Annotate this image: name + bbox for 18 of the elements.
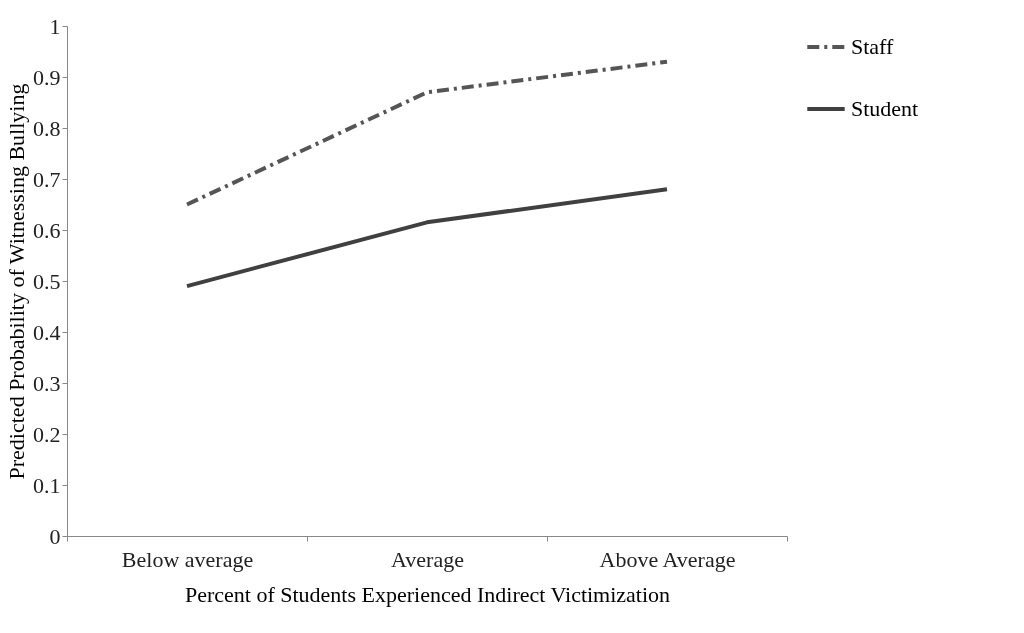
y-tick-label: 0.6 (33, 217, 61, 243)
x-tick-label: Above Average (599, 546, 736, 572)
y-tick-label: 0.2 (33, 421, 61, 447)
y-tick-label: 0.4 (33, 319, 61, 345)
y-tick-label: 1 (49, 13, 61, 39)
x-axis-title: Percent of Students Experienced Indirect Victimization (184, 581, 671, 607)
legend-label: Student (851, 96, 919, 121)
y-tick-label: 0.5 (33, 268, 61, 294)
y-tick-label: 0.8 (33, 115, 61, 141)
y-tick-label: 0.7 (33, 166, 61, 192)
x-tick-label: Average (391, 546, 464, 572)
legend-label: Staff (851, 34, 895, 59)
y-tick-label: 0.9 (33, 64, 61, 90)
y-tick-label: 0.1 (33, 472, 61, 498)
x-tick-label: Below average (121, 546, 254, 572)
y-tick-label: 0.3 (33, 370, 61, 396)
y-axis-title: Predicted Probability of Witnessing Bullying (4, 83, 29, 480)
y-tick-label: 0 (49, 523, 61, 549)
